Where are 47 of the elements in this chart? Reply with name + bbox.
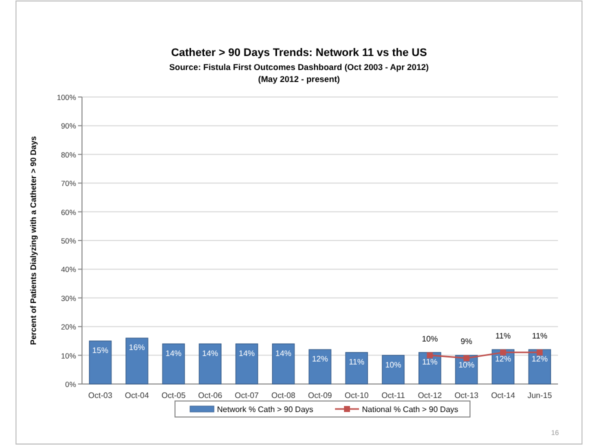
x-tick-label: Jun-15 bbox=[527, 391, 552, 400]
data-label: 14% bbox=[275, 348, 292, 358]
data-label: 16% bbox=[128, 343, 145, 352]
x-tick-label: Oct-04 bbox=[124, 391, 150, 400]
bar bbox=[345, 352, 368, 384]
x-tick-label: Oct-07 bbox=[234, 391, 260, 400]
data-label: 14% bbox=[238, 348, 255, 358]
bar bbox=[126, 338, 148, 384]
bar bbox=[382, 354, 405, 384]
x-tick-label: Oct-12 bbox=[418, 391, 442, 400]
data-label: 10% bbox=[422, 334, 438, 344]
bar bbox=[528, 349, 552, 384]
x-tick-label: Oct-09 bbox=[308, 391, 333, 400]
bar bbox=[308, 349, 332, 384]
bar bbox=[162, 343, 185, 384]
y-axis-title: Percent of Patients Dialyzing with a Catheter > 90 Days bbox=[29, 136, 38, 345]
data-label: 12% bbox=[495, 354, 512, 364]
x-tick-label: Oct-11 bbox=[382, 391, 406, 400]
data-label: 11% bbox=[532, 331, 548, 340]
bar bbox=[492, 349, 514, 384]
x-tick-label: Oct-10 bbox=[344, 391, 370, 400]
data-label: 11% bbox=[495, 331, 511, 340]
x-tick-label: Oct-08 bbox=[271, 391, 296, 400]
x-tick-label: Oct-03 bbox=[88, 391, 113, 400]
bar bbox=[272, 343, 295, 384]
bar bbox=[88, 340, 112, 384]
legend-label: National % Cath > 90 Days bbox=[362, 405, 458, 414]
data-label: 14% bbox=[202, 348, 218, 358]
bar bbox=[235, 343, 258, 384]
legend-label: Network % Cath > 90 Days bbox=[217, 405, 314, 414]
data-label: 10% bbox=[385, 360, 402, 370]
bar bbox=[198, 343, 222, 384]
x-tick-label: Oct-14 bbox=[491, 391, 516, 400]
x-tick-label: Oct-06 bbox=[198, 391, 223, 400]
x-tick-label: Oct-05 bbox=[162, 391, 186, 400]
chart-subtitle: Source: Fistula First Outcomes Dashboard (Oct 2003 - Apr 2012) (May 2012 - present) bbox=[169, 62, 429, 84]
data-label: 12% bbox=[532, 354, 548, 364]
x-tick-label: Oct-13 bbox=[454, 391, 480, 400]
data-label: 10% bbox=[458, 360, 474, 370]
data-label: 9% bbox=[460, 337, 472, 346]
data-label: 11% bbox=[422, 357, 438, 366]
bar bbox=[418, 352, 442, 384]
data-label: 15% bbox=[92, 346, 108, 355]
data-label: 14% bbox=[166, 348, 182, 358]
chart-title: Catheter > 90 Days Trends: Network 11 vs the US bbox=[171, 47, 427, 59]
data-label: 12% bbox=[312, 354, 328, 364]
data-label: 11% bbox=[348, 357, 364, 366]
